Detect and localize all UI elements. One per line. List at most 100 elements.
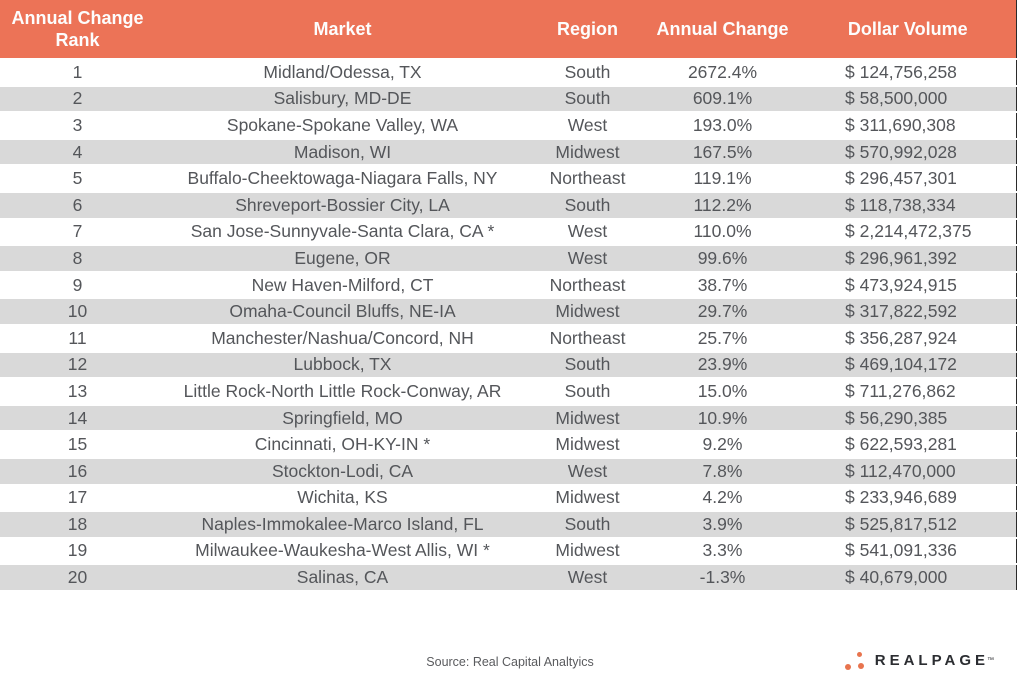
dollar-volume-cell: $ 570,992,028 bbox=[800, 138, 1016, 167]
table-row: 5 Buffalo-Cheektowaga-Niagara Falls, NY … bbox=[0, 165, 1016, 193]
region-cell: Northeast bbox=[530, 324, 645, 353]
annual-change-rank-table: Annual Change Rank Market Region Annual … bbox=[0, 0, 1017, 592]
annual-change-cell: 3.3% bbox=[645, 537, 800, 566]
region-cell: South bbox=[530, 351, 645, 380]
market-cell: Salinas, CA bbox=[155, 564, 530, 592]
dollar-volume-cell: $ 356,287,924 bbox=[800, 324, 1016, 353]
market-cell: Milwaukee-Waukesha-West Allis, WI * bbox=[155, 537, 530, 566]
annual-change-cell: 7.8% bbox=[645, 457, 800, 486]
table-row: 15 Cincinnati, OH-KY-IN * Midwest 9.2% $… bbox=[0, 431, 1016, 459]
table-body: 1 Midland/Odessa, TX South 2672.4% $ 124… bbox=[0, 59, 1016, 592]
table-row: 1 Midland/Odessa, TX South 2672.4% $ 124… bbox=[0, 59, 1016, 87]
table-row: 7 San Jose-Sunnyvale-Santa Clara, CA * W… bbox=[0, 218, 1016, 247]
rank-cell: 11 bbox=[0, 324, 155, 353]
region-cell: Midwest bbox=[530, 537, 645, 566]
annual-change-cell: 167.5% bbox=[645, 138, 800, 167]
rank-cell: 8 bbox=[0, 245, 155, 273]
annual-change-cell: 119.1% bbox=[645, 165, 800, 193]
annual-change-cell: 15.0% bbox=[645, 378, 800, 406]
market-cell: Lubbock, TX bbox=[155, 351, 530, 380]
table-row: 17 Wichita, KS Midwest 4.2% $ 233,946,68… bbox=[0, 484, 1016, 513]
source-attribution: Source: Real Capital Analtyics bbox=[426, 655, 594, 669]
rank-cell: 4 bbox=[0, 138, 155, 167]
market-cell: Buffalo-Cheektowaga-Niagara Falls, NY bbox=[155, 165, 530, 193]
market-cell: Stockton-Lodi, CA bbox=[155, 457, 530, 486]
dollar-volume-cell: $ 311,690,308 bbox=[800, 112, 1016, 140]
dollar-volume-cell: $ 525,817,512 bbox=[800, 511, 1016, 539]
market-cell: Cincinnati, OH-KY-IN * bbox=[155, 431, 530, 459]
region-cell: Northeast bbox=[530, 165, 645, 193]
annual-change-cell: 99.6% bbox=[645, 245, 800, 273]
region-cell: Midwest bbox=[530, 138, 645, 167]
region-cell: Midwest bbox=[530, 484, 645, 513]
annual-change-cell: 23.9% bbox=[645, 351, 800, 380]
dollar-volume-cell: $ 124,756,258 bbox=[800, 59, 1016, 87]
dollar-volume-cell: $ 112,470,000 bbox=[800, 457, 1016, 486]
rank-cell: 5 bbox=[0, 165, 155, 193]
dollar-volume-cell: $ 2,214,472,375 bbox=[800, 218, 1016, 247]
table-row: 13 Little Rock-North Little Rock-Conway,… bbox=[0, 378, 1016, 406]
dollar-volume-cell: $ 118,738,334 bbox=[800, 191, 1016, 220]
region-cell: West bbox=[530, 564, 645, 592]
annual-change-cell: 110.0% bbox=[645, 218, 800, 247]
rank-cell: 14 bbox=[0, 404, 155, 433]
annual-change-cell: 10.9% bbox=[645, 404, 800, 433]
dollar-volume-cell: $ 40,679,000 bbox=[800, 564, 1016, 592]
table-row: 12 Lubbock, TX South 23.9% $ 469,104,172 bbox=[0, 351, 1016, 380]
logo-dot-right bbox=[857, 663, 864, 669]
region-cell: Northeast bbox=[530, 271, 645, 300]
header-dollar-volume: Dollar Volume bbox=[800, 0, 1016, 60]
market-cell: Springfield, MO bbox=[155, 404, 530, 433]
region-cell: South bbox=[530, 85, 645, 114]
realpage-dots-icon bbox=[844, 650, 868, 672]
annual-change-cell: 25.7% bbox=[645, 324, 800, 353]
region-cell: Midwest bbox=[530, 404, 645, 433]
table-row: 8 Eugene, OR West 99.6% $ 296,961,392 bbox=[0, 245, 1016, 273]
rank-cell: 19 bbox=[0, 537, 155, 566]
annual-change-cell: 4.2% bbox=[645, 484, 800, 513]
annual-change-cell: 38.7% bbox=[645, 271, 800, 300]
table-header-row: Annual Change Rank Market Region Annual … bbox=[0, 0, 1016, 60]
rank-cell: 15 bbox=[0, 431, 155, 459]
realpage-logo-text: REALPAGE bbox=[874, 652, 989, 669]
region-cell: South bbox=[530, 59, 645, 87]
dollar-volume-cell: $ 58,500,000 bbox=[800, 85, 1016, 114]
market-cell: New Haven-Milford, CT bbox=[155, 271, 530, 300]
rank-cell: 12 bbox=[0, 351, 155, 380]
header-annual-change-rank: Annual Change Rank bbox=[0, 0, 155, 60]
rank-cell: 17 bbox=[0, 484, 155, 513]
header-region: Region bbox=[530, 0, 645, 60]
table-header: Annual Change Rank Market Region Annual … bbox=[0, 0, 1016, 60]
market-cell: Little Rock-North Little Rock-Conway, AR bbox=[155, 378, 530, 406]
annual-change-cell: 193.0% bbox=[645, 112, 800, 140]
table-row: 3 Spokane-Spokane Valley, WA West 193.0%… bbox=[0, 112, 1016, 140]
market-cell: Naples-Immokalee-Marco Island, FL bbox=[155, 511, 530, 539]
table-row: 18 Naples-Immokalee-Marco Island, FL Sou… bbox=[0, 511, 1016, 539]
annual-change-cell: 9.2% bbox=[645, 431, 800, 459]
dollar-volume-cell: $ 317,822,592 bbox=[800, 298, 1016, 326]
dollar-volume-cell: $ 711,276,862 bbox=[800, 378, 1016, 406]
table-row: 4 Madison, WI Midwest 167.5% $ 570,992,0… bbox=[0, 138, 1016, 167]
market-cell: Madison, WI bbox=[155, 138, 530, 167]
market-cell: Shreveport-Bossier City, LA bbox=[155, 191, 530, 220]
market-cell: Omaha-Council Bluffs, NE-IA bbox=[155, 298, 530, 326]
table-row: 11 Manchester/Nashua/Concord, NH Northea… bbox=[0, 324, 1016, 353]
dollar-volume-cell: $ 473,924,915 bbox=[800, 271, 1016, 300]
rank-cell: 3 bbox=[0, 112, 155, 140]
dollar-volume-cell: $ 296,961,392 bbox=[800, 245, 1016, 273]
dollar-volume-cell: $ 233,946,689 bbox=[800, 484, 1016, 513]
table-row: 9 New Haven-Milford, CT Northeast 38.7% … bbox=[0, 271, 1016, 300]
rank-cell: 2 bbox=[0, 85, 155, 114]
region-cell: South bbox=[530, 378, 645, 406]
rank-cell: 10 bbox=[0, 298, 155, 326]
annual-change-cell: -1.3% bbox=[645, 564, 800, 592]
market-cell: Wichita, KS bbox=[155, 484, 530, 513]
region-cell: West bbox=[530, 457, 645, 486]
region-cell: West bbox=[530, 218, 645, 247]
market-cell: Eugene, OR bbox=[155, 245, 530, 273]
table-row: 2 Salisbury, MD-DE South 609.1% $ 58,500… bbox=[0, 85, 1016, 114]
dollar-volume-cell: $ 56,290,385 bbox=[800, 404, 1016, 433]
market-cell: Midland/Odessa, TX bbox=[155, 59, 530, 87]
table-row: 6 Shreveport-Bossier City, LA South 112.… bbox=[0, 191, 1016, 220]
rank-cell: 16 bbox=[0, 457, 155, 486]
